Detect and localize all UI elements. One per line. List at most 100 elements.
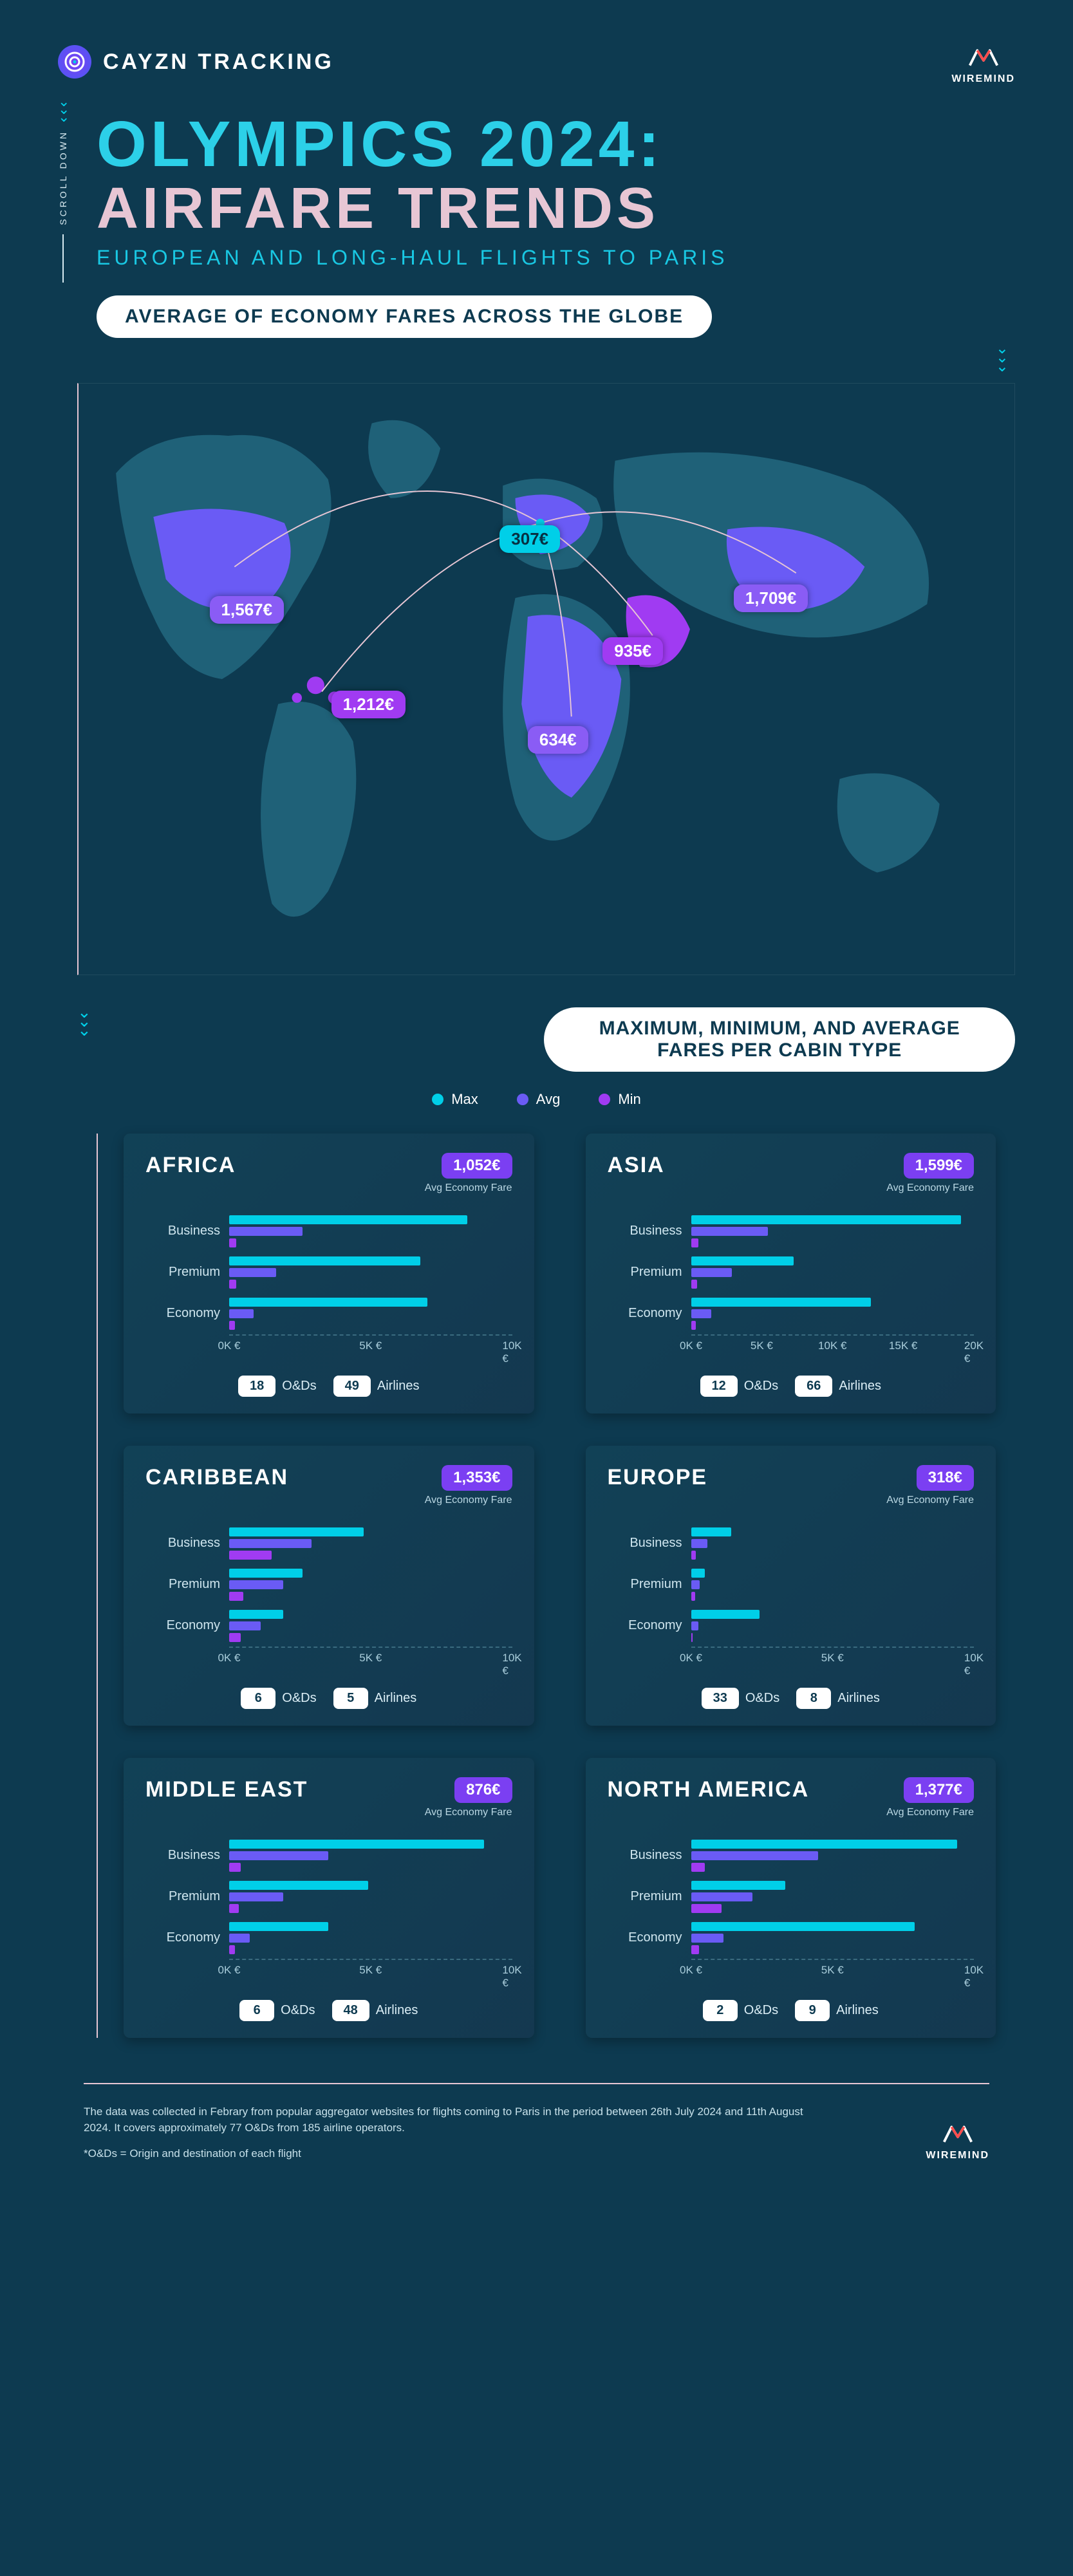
- chart-row-bars: [691, 1838, 975, 1873]
- pill-num: 49: [333, 1376, 371, 1397]
- axis-tick: 5K €: [821, 1652, 844, 1665]
- title-line2: AIRFARE TRENDS: [97, 178, 1015, 239]
- brand-right: WIREMIND: [951, 45, 1015, 85]
- legend-dot-icon: [432, 1094, 443, 1105]
- chart-row-label: Premium: [145, 1265, 229, 1280]
- axis-tick: 0K €: [218, 1652, 241, 1665]
- avg-fare-badge: 318€: [917, 1465, 974, 1491]
- bar-max: [691, 1881, 785, 1890]
- region-card: AFRICA1,052€Avg Economy FareBusinessPrem…: [124, 1134, 534, 1414]
- pill-label: O&Ds: [744, 2003, 778, 2018]
- banner-avg-fares: AVERAGE OF ECONOMY FARES ACROSS THE GLOB…: [97, 295, 712, 338]
- region-card: MIDDLE EAST876€Avg Economy FareBusinessP…: [124, 1758, 534, 2038]
- bar-min: [691, 1945, 700, 1954]
- chart-row: Premium: [145, 1564, 512, 1605]
- x-axis: 0K €5K €10K €15K €20K €: [691, 1334, 975, 1356]
- map-fare-label: 307€: [499, 525, 560, 553]
- avg-fare-label: Avg Economy Fare: [886, 1807, 974, 1818]
- pill-num: 6: [241, 1688, 275, 1709]
- bar-avg: [229, 1539, 312, 1548]
- stat-pills: 18O&Ds49Airlines: [145, 1376, 512, 1397]
- chart-row: Economy: [145, 1918, 512, 1959]
- bar-max: [691, 1256, 794, 1265]
- chart-row-label: Business: [608, 1848, 691, 1863]
- chart-row-label: Business: [145, 1848, 229, 1863]
- target-icon: [58, 45, 91, 79]
- bar-max: [691, 1610, 760, 1619]
- chart-row: Business: [145, 1523, 512, 1564]
- scroll-rail: ⌄⌄⌄ SCROLL DOWN: [58, 98, 68, 283]
- stat-pill: 5Airlines: [333, 1688, 417, 1709]
- bar-max: [229, 1922, 328, 1931]
- footer-text: The data was collected in Febrary from p…: [84, 2104, 824, 2162]
- pill-num: 66: [795, 1376, 832, 1397]
- bar-avg: [691, 1268, 732, 1277]
- chart-row: Economy: [608, 1293, 975, 1334]
- chart-row: Business: [145, 1835, 512, 1876]
- brand-right-footer: WIREMIND: [926, 2122, 989, 2161]
- bar-min: [229, 1280, 236, 1289]
- pill-num: 2: [703, 2000, 738, 2021]
- vendor-name: WIREMIND: [926, 2150, 989, 2161]
- bar-avg: [691, 1892, 752, 1901]
- chart-row-label: Economy: [608, 1306, 691, 1321]
- bar-max: [691, 1840, 958, 1849]
- chart-row-label: Business: [608, 1536, 691, 1551]
- chart-row-bars: [229, 1880, 512, 1914]
- axis-tick: 10K €: [502, 1339, 521, 1365]
- bar-avg: [691, 1580, 700, 1589]
- brand-left: CAYZN TRACKING: [58, 45, 334, 79]
- chart-row-label: Business: [145, 1224, 229, 1238]
- chart-row-label: Economy: [145, 1618, 229, 1633]
- bar-chart: BusinessPremiumEconomy0K €5K €10K €: [145, 1835, 512, 1983]
- chart-row-bars: [229, 1296, 512, 1331]
- pill-label: Airlines: [375, 1691, 417, 1706]
- stat-pills: 12O&Ds66Airlines: [608, 1376, 975, 1397]
- axis-tick: 10K €: [964, 1652, 984, 1677]
- bar-max: [229, 1256, 420, 1265]
- chart-row: Business: [145, 1211, 512, 1252]
- bar-min: [691, 1633, 693, 1642]
- axis-tick: 5K €: [359, 1339, 382, 1352]
- pill-num: 18: [238, 1376, 275, 1397]
- axis-tick: 5K €: [359, 1652, 382, 1665]
- card-title: ASIA: [608, 1153, 665, 1178]
- pill-num: 12: [700, 1376, 738, 1397]
- axis-tick: 10K €: [964, 1964, 984, 1990]
- axis-tick: 10K €: [818, 1339, 846, 1352]
- bar-max: [229, 1569, 303, 1578]
- chart-row-bars: [691, 1526, 975, 1561]
- axis-tick: 10K €: [502, 1652, 521, 1677]
- chart-row-label: Premium: [608, 1577, 691, 1592]
- chart-row-bars: [229, 1214, 512, 1249]
- chart-row: Economy: [145, 1293, 512, 1334]
- axis-tick: 10K €: [502, 1964, 521, 1990]
- chart-row: Business: [608, 1211, 975, 1252]
- x-axis: 0K €5K €10K €: [229, 1334, 512, 1356]
- bar-min: [691, 1551, 696, 1560]
- chart-row-label: Economy: [608, 1618, 691, 1633]
- card-title: CARIBBEAN: [145, 1465, 288, 1490]
- stat-pill: 33O&Ds: [702, 1688, 780, 1709]
- chart-row: Premium: [145, 1252, 512, 1293]
- chart-row: Premium: [608, 1252, 975, 1293]
- map-fare-label: 1,567€: [210, 596, 285, 624]
- legend-dot-icon: [517, 1094, 528, 1105]
- legend-dot-icon: [599, 1094, 610, 1105]
- avg-fare-label: Avg Economy Fare: [425, 1495, 512, 1506]
- bar-min: [229, 1863, 241, 1872]
- avg-fare-badge: 1,599€: [904, 1153, 974, 1179]
- chevron-down-icon: ⌄⌄⌄: [58, 98, 68, 121]
- pill-num: 6: [239, 2000, 274, 2021]
- chart-row-bars: [229, 1609, 512, 1643]
- chart-row-label: Business: [608, 1224, 691, 1238]
- bar-chart: BusinessPremiumEconomy0K €5K €10K €: [608, 1835, 975, 1983]
- axis-tick: 20K €: [964, 1339, 984, 1365]
- axis-tick: 0K €: [680, 1339, 702, 1352]
- legend-label: Min: [618, 1091, 640, 1108]
- x-axis: 0K €5K €10K €: [691, 1647, 975, 1668]
- bar-avg: [229, 1621, 261, 1630]
- chart-row-label: Premium: [145, 1889, 229, 1904]
- region-card: ASIA1,599€Avg Economy FareBusinessPremiu…: [586, 1134, 996, 1414]
- bar-avg: [229, 1851, 328, 1860]
